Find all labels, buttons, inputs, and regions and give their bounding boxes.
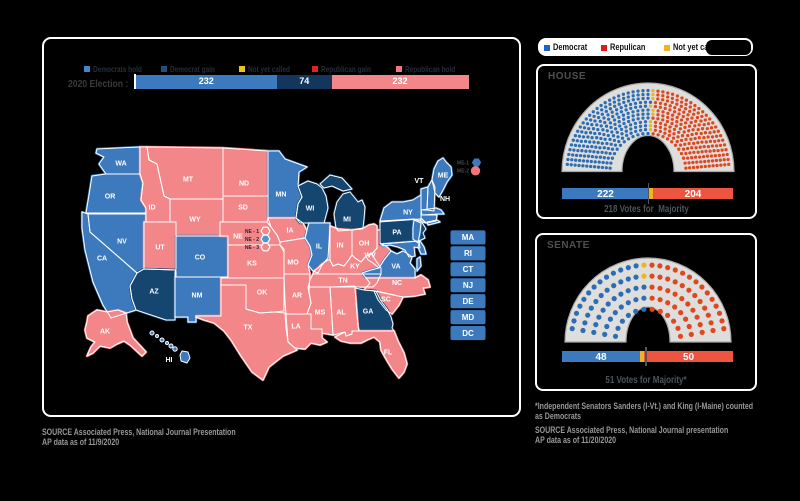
svg-text:SC: SC [381, 297, 391, 304]
svg-text:AZ: AZ [149, 289, 159, 296]
svg-text:DE: DE [462, 297, 474, 306]
svg-text:IA: IA [287, 228, 294, 235]
svg-text:AK: AK [100, 329, 110, 336]
svg-text:GA: GA [363, 309, 374, 316]
svg-text:MS: MS [315, 310, 326, 317]
svg-text:VT: VT [415, 178, 425, 185]
svg-text:WI: WI [306, 206, 315, 213]
svg-text:NV: NV [117, 239, 127, 246]
svg-text:CT: CT [463, 265, 474, 274]
svg-text:LA: LA [291, 324, 300, 331]
svg-text:NM: NM [192, 293, 203, 300]
svg-text:KS: KS [247, 261, 257, 268]
svg-text:ND: ND [239, 181, 249, 188]
svg-text:MN: MN [276, 192, 287, 199]
svg-text:CA: CA [97, 256, 107, 263]
svg-text:MT: MT [183, 177, 194, 184]
svg-text:WV: WV [364, 253, 376, 260]
svg-text:PA: PA [392, 230, 401, 237]
svg-text:NE - 3: NE - 3 [245, 245, 259, 251]
svg-text:ID: ID [149, 205, 156, 212]
svg-text:RI: RI [464, 249, 472, 258]
svg-text:FL: FL [384, 350, 393, 357]
svg-text:HI: HI [166, 357, 173, 364]
svg-text:NC: NC [392, 280, 402, 287]
svg-text:NJ: NJ [463, 281, 473, 290]
svg-text:OH: OH [359, 241, 370, 248]
svg-text:DC: DC [462, 329, 474, 338]
svg-text:MD: MD [462, 313, 475, 322]
svg-text:TX: TX [244, 325, 253, 332]
svg-text:VA: VA [391, 264, 400, 271]
svg-text:IL: IL [316, 244, 323, 251]
svg-text:NE - 1: NE - 1 [245, 229, 259, 235]
svg-text:MA: MA [462, 233, 475, 242]
svg-text:OR: OR [105, 194, 116, 201]
svg-text:NH: NH [440, 196, 450, 203]
svg-text:AR: AR [292, 293, 302, 300]
svg-text:KY: KY [350, 264, 360, 271]
svg-text:IN: IN [337, 243, 344, 250]
svg-text:SD: SD [238, 205, 248, 212]
svg-text:UT: UT [155, 245, 165, 252]
svg-text:ME-2: ME-2 [457, 169, 469, 175]
svg-text:AL: AL [336, 310, 346, 317]
svg-text:WY: WY [189, 217, 201, 224]
svg-text:MI: MI [343, 217, 351, 224]
svg-text:CO: CO [195, 255, 206, 262]
svg-text:NE: NE [233, 234, 243, 241]
svg-text:ME: ME [438, 173, 449, 180]
svg-text:WA: WA [115, 161, 126, 168]
svg-text:OK: OK [257, 290, 268, 297]
svg-text:NE - 2: NE - 2 [245, 237, 259, 243]
svg-text:MO: MO [287, 260, 299, 267]
svg-text:NY: NY [403, 210, 413, 217]
svg-text:TN: TN [338, 278, 347, 285]
svg-text:ME-1: ME-1 [457, 161, 469, 167]
